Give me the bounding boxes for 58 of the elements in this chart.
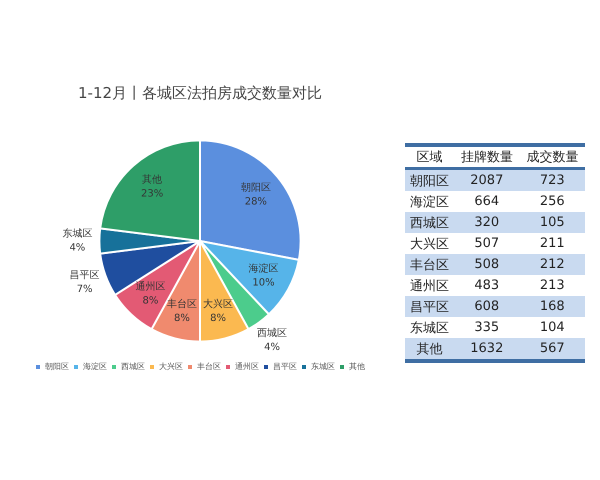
legend-label: 朝阳区 bbox=[45, 362, 69, 372]
slice-label: 通州区 bbox=[135, 280, 166, 292]
data-label: 28% bbox=[244, 196, 267, 208]
legend-label: 海淀区 bbox=[83, 362, 107, 372]
data-label: 4% bbox=[69, 242, 86, 254]
category-label: 西城区 bbox=[405, 212, 454, 233]
legend-label: 东城区 bbox=[311, 362, 335, 372]
data-label: 483 bbox=[473, 277, 500, 295]
data-label: 212 bbox=[520, 254, 585, 275]
data-label: 2087 bbox=[454, 168, 520, 191]
data-label: 211 bbox=[538, 235, 566, 253]
data-label: 10% bbox=[252, 277, 275, 288]
slice-label: 昌平区 bbox=[70, 270, 100, 282]
slice-label: 其他 bbox=[142, 173, 162, 186]
legend-label: 西城区 bbox=[121, 362, 145, 372]
category-label: 海淀区 bbox=[409, 194, 450, 212]
data-label: 320 bbox=[454, 212, 520, 233]
data-label: 4% bbox=[264, 342, 280, 353]
legend-label: 通州区 bbox=[235, 362, 259, 372]
data-label: 105 bbox=[520, 212, 585, 233]
data-label: 213 bbox=[538, 277, 566, 295]
data-label: 507 bbox=[473, 235, 500, 253]
data-label: 8% bbox=[210, 312, 226, 324]
data-label: 664 bbox=[473, 193, 500, 211]
legend-label: 大兴区 bbox=[159, 362, 183, 372]
slice-label: 西城区 bbox=[257, 326, 288, 339]
data-label: 335 bbox=[473, 319, 500, 337]
slice-label: 丰台区 bbox=[166, 298, 197, 310]
data-label: 104 bbox=[538, 319, 566, 337]
data-label: 8% bbox=[142, 295, 158, 306]
slice-label: 海淀区 bbox=[248, 262, 278, 274]
category-label: 丰台区 bbox=[405, 254, 454, 275]
category-label: 昌平区 bbox=[405, 296, 454, 317]
data-label: 567 bbox=[520, 338, 585, 361]
series-label: 成交数量 bbox=[520, 145, 585, 168]
data-label: 1632 bbox=[454, 338, 520, 361]
category-label: 通州区 bbox=[409, 278, 450, 296]
data-label: 608 bbox=[454, 296, 520, 317]
legend-label: 昌平区 bbox=[273, 362, 297, 372]
category-label: 东城区 bbox=[409, 320, 450, 338]
chart-title: 1-12月丨各城区法拍房成交数量对比 bbox=[78, 84, 322, 102]
slice-label: 大兴区 bbox=[203, 298, 234, 310]
category-label: 朝阳区 bbox=[405, 168, 454, 191]
legend-label: 其他 bbox=[349, 362, 365, 372]
category-label: 大兴区 bbox=[409, 236, 450, 254]
data-label: 8% bbox=[174, 312, 190, 324]
data-label: 723 bbox=[520, 168, 585, 191]
data-label: 508 bbox=[454, 254, 520, 275]
data-label: 7% bbox=[76, 284, 93, 296]
series-label: 挂牌数量 bbox=[454, 145, 520, 168]
data-label: 256 bbox=[538, 193, 566, 211]
data-label: 23% bbox=[140, 188, 164, 200]
legend-label: 丰台区 bbox=[197, 362, 221, 372]
data-label: 168 bbox=[520, 296, 585, 317]
slice-label: 朝阳区 bbox=[240, 181, 271, 194]
category-label: 其他 bbox=[405, 338, 454, 361]
text: 区域 bbox=[405, 145, 454, 168]
slice-label: 东城区 bbox=[62, 228, 92, 240]
